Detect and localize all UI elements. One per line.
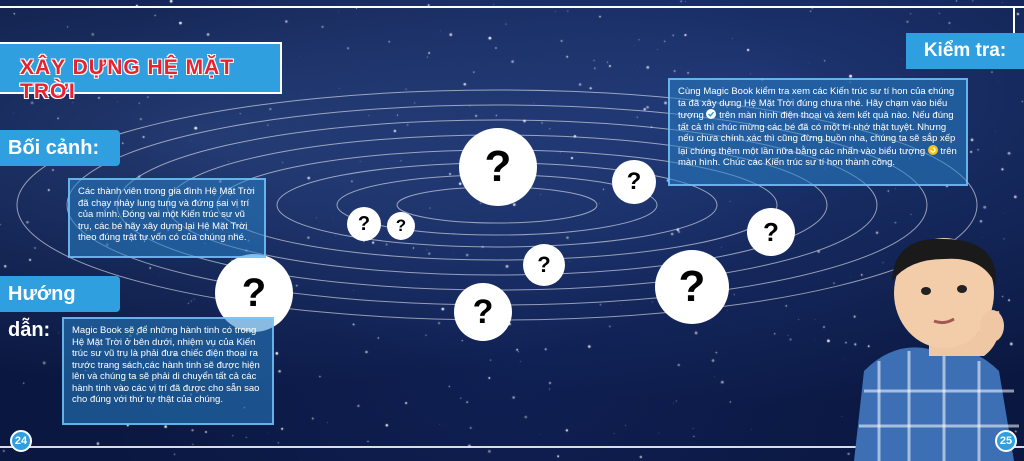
- check-text-part-3: trên màn hình. Chúc các Kiến trúc sư tí …: [678, 145, 957, 169]
- planet-slot[interactable]: ?: [387, 212, 415, 240]
- question-mark: ?: [357, 212, 371, 235]
- planet-slot[interactable]: ?: [454, 283, 512, 341]
- thinking-boy-illustration: [854, 238, 1019, 461]
- context-panel: Các thành viên trong gia đình Hệ Mặt Trờ…: [68, 178, 266, 258]
- planet-slot[interactable]: ?: [612, 160, 656, 204]
- title-banner: XÂY DỰNG HỆ MẶT TRỜI: [0, 42, 282, 103]
- check-label: Kiểm tra:: [906, 33, 1024, 69]
- top-frame-line: [0, 6, 1024, 8]
- page-number-left: 24: [10, 430, 32, 452]
- planet-slot[interactable]: ?: [347, 207, 381, 241]
- planet-slot[interactable]: ?: [747, 208, 795, 256]
- guide-panel: Magic Book sẽ để những hành tinh có tron…: [62, 317, 274, 425]
- check-text-part-2: trên màn hình điện thoại và xem kết quả …: [678, 110, 956, 157]
- question-mark: ?: [626, 168, 642, 195]
- check-circle-icon: [706, 109, 717, 119]
- top-right-frame-line: [1013, 6, 1015, 36]
- planet-slot[interactable]: ?: [655, 250, 729, 324]
- page-title: XÂY DỰNG HỆ MẶT TRỜI: [20, 56, 235, 103]
- question-mark: ?: [678, 262, 706, 311]
- face: [894, 238, 994, 348]
- page-number-right: 25: [995, 430, 1017, 452]
- question-mark: ?: [537, 252, 551, 277]
- question-mark: ?: [763, 216, 779, 247]
- bottom-frame-line: [0, 446, 1024, 448]
- context-label: Bối cảnh:: [0, 130, 120, 166]
- check-text-part-1: Cùng Magic Book kiểm tra xem các Kiến tr…: [678, 86, 955, 121]
- question-mark: ?: [395, 216, 407, 235]
- question-mark: ?: [241, 270, 267, 315]
- reset-circle-icon: [927, 144, 938, 155]
- check-panel: Cùng Magic Book kiểm tra xem các Kiến tr…: [668, 78, 968, 186]
- hair: [892, 238, 997, 286]
- context-text: Các thành viên trong gia đình Hệ Mặt Trờ…: [78, 186, 255, 243]
- question-mark: ?: [484, 142, 512, 191]
- guide-label: Hướng dẫn:: [0, 276, 120, 341]
- sun-slot[interactable]: ?: [459, 128, 537, 206]
- guide-text: Magic Book sẽ để những hành tinh có tron…: [72, 325, 260, 405]
- hand: [980, 310, 1004, 342]
- question-mark: ?: [472, 292, 494, 331]
- planet-slot[interactable]: ?: [523, 244, 565, 286]
- shirt: [854, 347, 1014, 461]
